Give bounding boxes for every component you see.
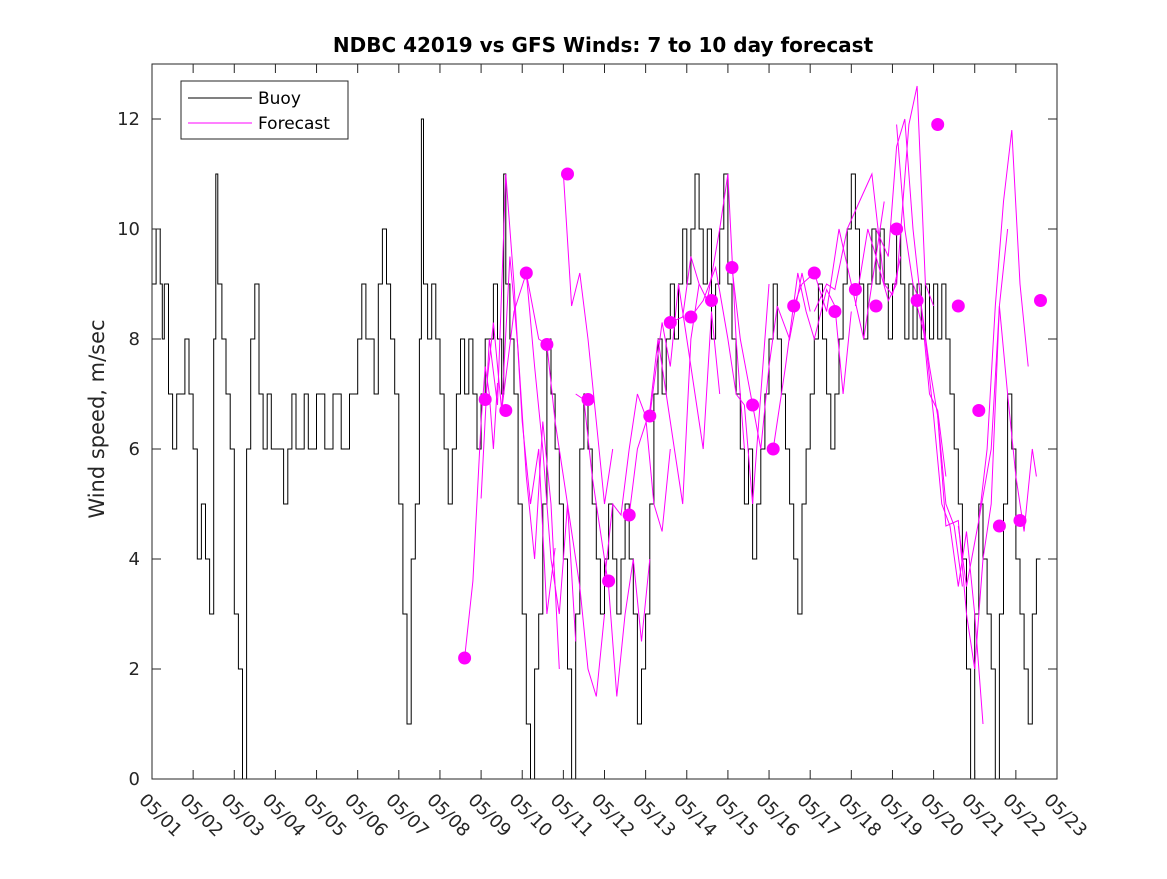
x-tick-label-2: 05/03 [217,790,269,842]
forecast-marker-28 [1034,294,1047,307]
forecast-marker-21 [890,222,904,236]
axes: 02468101205/0105/0205/0305/0405/0505/060… [117,63,1091,842]
forecast-marker-22 [910,294,924,307]
y-axis-label: Wind speed, m/sec [85,319,109,518]
forecast-line-16 [854,85,935,307]
forecast-marker-16 [787,299,801,313]
forecast-marker-13 [725,261,739,274]
forecast-line-0 [464,366,498,659]
forecast-line-6 [575,393,651,697]
y-tick-label-6: 12 [117,109,140,130]
forecast-line-2 [484,256,560,670]
legend-buoy-label: Buoy [258,89,301,109]
forecast-line-22 [978,305,1037,532]
x-tick-label-22: 05/23 [1039,790,1091,842]
forecast-line-17 [875,118,947,477]
x-tick-label-8: 05/09 [464,790,516,842]
forecast-line-11 [690,265,770,505]
forecast-marker-9 [643,409,657,423]
plot-series-group [152,85,1047,779]
forecast-marker-23 [931,118,945,131]
forecast-line-8 [628,283,700,516]
forecast-marker-18 [828,305,842,318]
forecast-line-5 [562,173,614,505]
forecast-line-15 [813,172,902,312]
x-tick-label-4: 05/05 [299,790,351,842]
x-tick-label-15: 05/16 [752,790,804,842]
forecast-marker-0 [458,651,472,665]
forecast-line-20 [937,228,1009,670]
x-tick-label-0: 05/01 [134,790,186,842]
forecast-line-7 [604,393,671,582]
forecast-marker-12 [705,294,718,307]
x-tick-label-1: 05/02 [176,790,228,842]
forecast-marker-27 [1013,514,1027,527]
x-tick-label-18: 05/19 [875,790,927,842]
forecast-marker-5 [561,167,574,181]
x-tick-label-14: 05/15 [710,790,762,842]
x-tick-label-21: 05/22 [998,790,1050,842]
forecast-marker-7 [602,574,616,588]
x-tick-label-5: 05/06 [340,790,392,842]
chart-title: NDBC 42019 vs GFS Winds: 7 to 10 day for… [333,33,874,57]
forecast-marker-11 [684,310,698,324]
forecast-marker-15 [766,442,780,456]
legend-forecast-label: Forecast [258,114,330,134]
forecast-marker-14 [746,398,760,412]
x-tick-label-16: 05/17 [793,790,845,842]
forecast-line-21 [957,129,1029,587]
forecast-marker-24 [951,299,965,313]
forecast-marker-19 [848,283,862,296]
forecast-marker-1 [478,393,492,406]
forecast-line-13 [772,272,852,450]
forecast-marker-25 [972,404,986,417]
forecast-marker-10 [663,316,677,329]
plot-frame [151,63,1058,780]
forecast-line-9 [649,283,721,450]
x-tick-label-7: 05/08 [422,790,474,842]
y-tick-label-0: 0 [129,769,140,790]
x-tick-label-19: 05/20 [916,790,968,842]
forecast-line-10 [670,173,745,450]
legend-frame [180,80,349,140]
y-tick-label-2: 4 [129,549,140,570]
y-tick-label-4: 8 [129,329,140,350]
plot-area [152,85,1047,779]
forecast-marker-2 [499,404,513,417]
x-tick-label-10: 05/11 [546,790,598,842]
x-tick-label-11: 05/12 [587,790,639,842]
x-tick-label-6: 05/07 [381,790,433,842]
forecast-line-19 [916,305,984,725]
forecast-marker-20 [869,299,883,313]
forecast-line-18 [896,124,963,587]
legend: Buoy Forecast [180,80,349,140]
x-tick-label-17: 05/18 [834,790,886,842]
forecast-marker-6 [581,393,595,406]
forecast-marker-8 [622,508,636,522]
x-tick-label-9: 05/10 [505,790,557,842]
forecast-marker-26 [992,519,1006,533]
forecast-marker-3 [519,266,533,280]
x-tick-label-3: 05/04 [258,790,310,842]
x-tick-label-12: 05/13 [628,790,680,842]
forecast-line-4 [525,272,605,697]
forecast-line-14 [793,201,885,340]
forecast-line-3 [501,272,577,642]
forecast-marker-4 [540,338,554,351]
forecast-marker-17 [807,266,821,280]
y-tick-label-3: 6 [129,439,140,460]
x-tick-label-13: 05/14 [669,790,721,842]
buoy-series-line [152,118,1041,779]
y-tick-label-1: 2 [129,659,140,680]
x-tick-label-20: 05/21 [957,790,1009,842]
y-tick-label-5: 10 [117,219,140,240]
